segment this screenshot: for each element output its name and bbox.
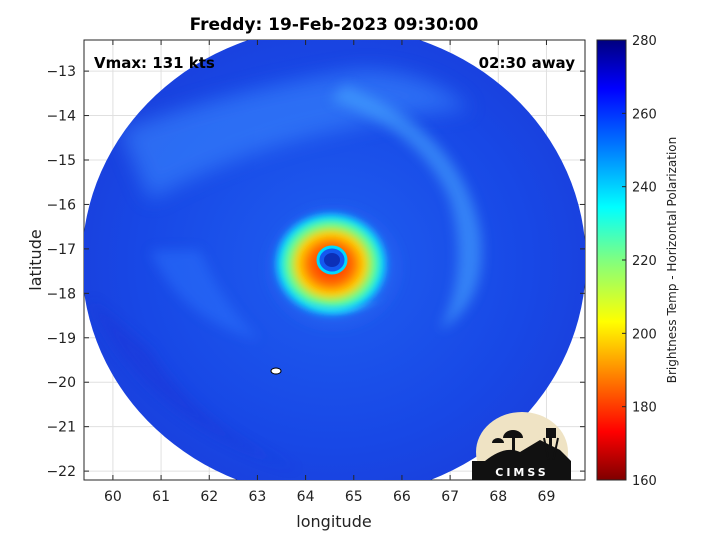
logo-text: CIMSS	[495, 466, 548, 479]
y-tick-label: −19	[46, 331, 76, 347]
y-tick-label: −14	[46, 109, 76, 125]
colorbar-tick-label: 180	[632, 401, 657, 416]
microwave-swath	[84, 40, 585, 480]
time-offset-annotation: 02:30 away	[479, 54, 576, 72]
colorbar-tick-label: 200	[632, 327, 657, 342]
y-axis-label: latitude	[26, 229, 45, 290]
x-tick-label: 62	[200, 489, 218, 505]
colorbar-tick-label: 260	[632, 107, 657, 122]
colorbar	[596, 39, 627, 481]
colorbar-ticks: 160 180 200 220 240 260 280	[622, 34, 657, 489]
x-tick-label: 63	[249, 489, 267, 505]
colorbar-tick-label: 220	[632, 254, 657, 269]
cimss-logo: CIMSS	[472, 412, 571, 480]
y-axis-ticks: −13 −14 −15 −16 −17 −18 −19 −20 −21 −22	[46, 64, 585, 480]
colorbar-tick-label: 160	[632, 474, 657, 489]
x-tick-label: 69	[538, 489, 556, 505]
y-tick-label: −15	[46, 153, 76, 169]
x-tick-label: 67	[441, 489, 459, 505]
chart-title: Freddy: 19-Feb-2023 09:30:00	[190, 15, 479, 35]
y-tick-label: −16	[46, 197, 76, 213]
y-tick-label: −21	[46, 420, 76, 436]
y-tick-label: −18	[46, 286, 76, 302]
x-tick-label: 61	[152, 489, 170, 505]
x-tick-label: 64	[297, 489, 315, 505]
x-tick-label: 66	[393, 489, 411, 505]
colorbar-label: Brightness Temp - Horizontal Polarizatio…	[665, 137, 679, 384]
x-tick-label: 65	[345, 489, 363, 505]
colorbar-tick-label: 240	[632, 181, 657, 196]
y-tick-label: −17	[46, 242, 76, 258]
x-tick-label: 60	[104, 489, 122, 505]
vmax-annotation: Vmax: 131 kts	[94, 54, 215, 72]
y-tick-label: −20	[46, 375, 76, 391]
x-tick-label: 68	[489, 489, 507, 505]
colorbar-tick-label: 280	[632, 34, 657, 49]
y-tick-label: −13	[46, 64, 76, 80]
y-tick-label: −22	[46, 464, 76, 480]
x-axis-label: longitude	[296, 512, 371, 531]
